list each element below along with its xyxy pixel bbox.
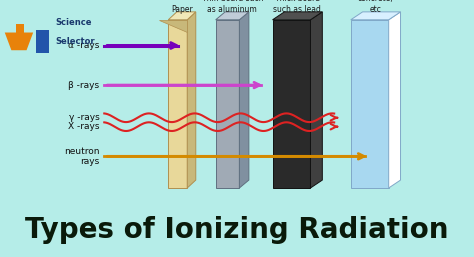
Polygon shape (168, 20, 187, 188)
Polygon shape (187, 12, 196, 188)
Text: β -rays: β -rays (68, 81, 100, 90)
Text: Types of Ionizing Radiation: Types of Ionizing Radiation (25, 216, 449, 244)
Text: Selector: Selector (55, 37, 95, 46)
Polygon shape (273, 20, 310, 188)
Text: X -rays: X -rays (68, 122, 100, 131)
Text: Paper: Paper (171, 5, 193, 14)
Polygon shape (273, 12, 322, 20)
Polygon shape (351, 12, 401, 20)
Polygon shape (216, 20, 239, 188)
Polygon shape (351, 20, 389, 188)
Polygon shape (239, 12, 249, 188)
Polygon shape (389, 12, 401, 188)
Text: Science: Science (55, 18, 91, 27)
Text: Thick board
such as lead: Thick board such as lead (273, 0, 321, 14)
Polygon shape (310, 12, 322, 188)
Text: neutron
rays: neutron rays (64, 147, 100, 166)
Text: Thin board such
as aluminum: Thin board such as aluminum (201, 0, 263, 14)
Text: γ -rays: γ -rays (69, 113, 100, 122)
Polygon shape (159, 20, 187, 32)
Text: α -rays: α -rays (68, 41, 100, 50)
Text: water,
concrete,
etc: water, concrete, etc (358, 0, 393, 14)
Polygon shape (5, 32, 33, 50)
Bar (16, 24, 24, 32)
Polygon shape (168, 12, 196, 20)
Polygon shape (216, 12, 249, 20)
Polygon shape (36, 30, 49, 53)
